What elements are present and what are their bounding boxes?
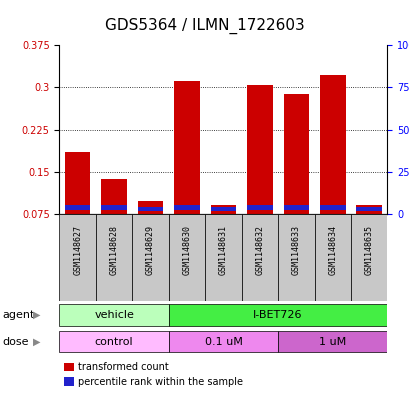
Text: I-BET726: I-BET726 [253,310,302,320]
Text: GSM1148635: GSM1148635 [364,224,373,275]
Bar [283,94,308,214]
FancyBboxPatch shape [314,214,350,301]
Text: control: control [94,336,133,347]
Bar [247,84,272,214]
Text: GSM1148632: GSM1148632 [255,224,264,275]
Bar [210,208,236,211]
Text: percentile rank within the sample: percentile rank within the sample [78,376,242,387]
Bar [174,81,199,214]
Bar [247,205,272,210]
Bar [355,208,381,211]
Text: GSM1148628: GSM1148628 [109,224,118,275]
FancyBboxPatch shape [59,304,169,326]
Bar [65,205,90,210]
Text: GSM1148630: GSM1148630 [182,224,191,275]
FancyBboxPatch shape [241,214,277,301]
Bar [174,205,199,210]
Text: GSM1148633: GSM1148633 [291,224,300,275]
FancyBboxPatch shape [169,304,387,326]
Text: agent: agent [2,310,34,320]
Bar [137,201,163,214]
Text: transformed count: transformed count [78,362,168,372]
FancyBboxPatch shape [59,214,96,301]
Text: 0.1 uM: 0.1 uM [204,336,242,347]
FancyBboxPatch shape [59,331,169,353]
Text: vehicle: vehicle [94,310,134,320]
Bar [65,152,90,214]
Bar [210,205,236,214]
Bar [101,205,126,210]
FancyBboxPatch shape [277,331,387,353]
Text: GSM1148631: GSM1148631 [218,224,227,275]
Bar [355,205,381,214]
Text: ▶: ▶ [33,336,40,347]
Bar [319,205,345,210]
Bar [101,179,126,214]
FancyBboxPatch shape [169,331,277,353]
Bar [283,205,308,210]
FancyBboxPatch shape [169,214,205,301]
Text: GSM1148629: GSM1148629 [146,224,155,275]
Text: GDS5364 / ILMN_1722603: GDS5364 / ILMN_1722603 [105,18,304,34]
FancyBboxPatch shape [205,214,241,301]
FancyBboxPatch shape [96,214,132,301]
FancyBboxPatch shape [132,214,169,301]
Text: GSM1148627: GSM1148627 [73,224,82,275]
Text: dose: dose [2,336,29,347]
Text: ▶: ▶ [33,310,40,320]
Text: 1 uM: 1 uM [318,336,346,347]
Bar [137,207,163,211]
Bar [319,75,345,214]
FancyBboxPatch shape [277,214,314,301]
Text: GSM1148634: GSM1148634 [328,224,337,275]
FancyBboxPatch shape [350,214,387,301]
